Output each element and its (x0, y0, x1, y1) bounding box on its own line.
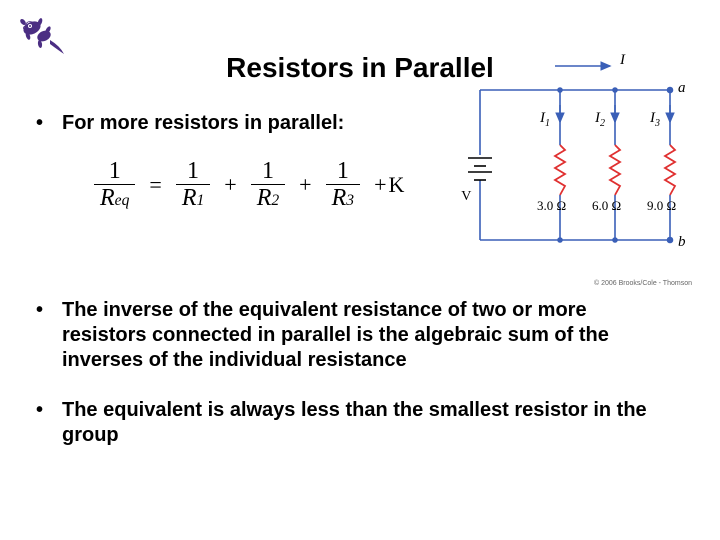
plus-3: + (374, 172, 386, 198)
t2-num: 1 (251, 158, 285, 185)
frac-1: 1 R1 (176, 158, 210, 212)
label-node-a: a (678, 80, 686, 96)
label-I: I (619, 52, 626, 68)
label-I1: I1 (539, 110, 550, 129)
label-node-b: b (678, 234, 686, 250)
frac-3: 1 R3 (326, 158, 360, 212)
label-V: 18 V (460, 189, 471, 204)
equation: 1 Req = 1 R1 + 1 R2 + 1 R3 +K (90, 158, 408, 212)
t1-num: 1 (176, 158, 210, 185)
label-R3: 9.0 Ω (647, 198, 676, 213)
label-R2: 6.0 Ω (592, 198, 621, 213)
plus-1: + (224, 172, 236, 198)
label-I2: I2 (594, 110, 605, 129)
gecko-logo (12, 8, 72, 58)
tail: K (388, 172, 404, 198)
t1-den: R1 (176, 185, 210, 211)
label-R1: 3.0 Ω (537, 198, 566, 213)
plus-2: + (299, 172, 311, 198)
equals: = (149, 172, 161, 198)
t3-den: R3 (326, 185, 360, 211)
t2-den: R2 (251, 185, 285, 211)
copyright-text: © 2006 Brooks/Cole - Thomson (594, 280, 692, 287)
bullet-2-text: The inverse of the equivalent resistance… (62, 298, 662, 373)
frac-lhs: 1 Req (94, 158, 135, 212)
label-I3: I3 (649, 110, 660, 129)
bullet-2: •The inverse of the equivalent resistanc… (36, 298, 684, 373)
bullet-1: •For more resistors in parallel: (36, 112, 344, 135)
bullet-3-text: The equivalent is always less than the s… (62, 398, 662, 448)
t3-num: 1 (326, 158, 360, 185)
lhs-num: 1 (94, 158, 135, 185)
lhs-den: Req (94, 185, 135, 211)
bullet-3: •The equivalent is always less than the … (36, 398, 684, 448)
bullet-1-text: For more resistors in parallel: (62, 112, 344, 134)
circuit-diagram: I a b I1 I2 I3 18 V 3.0 Ω 6.0 Ω 9.0 Ω (460, 50, 700, 280)
frac-2: 1 R2 (251, 158, 285, 212)
